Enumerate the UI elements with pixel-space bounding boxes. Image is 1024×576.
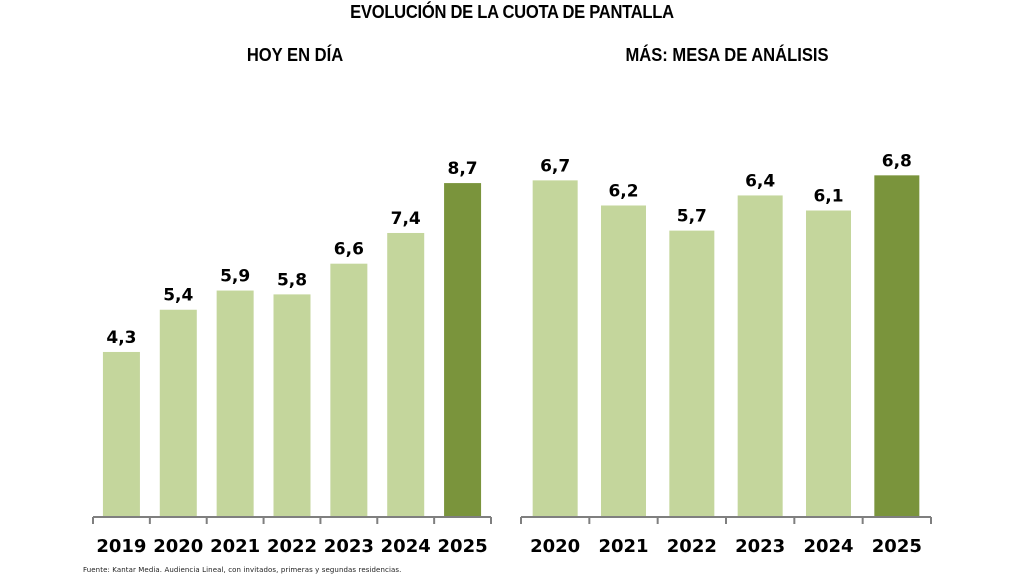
- category-label: 2024: [381, 536, 431, 557]
- bar-2020: [159, 309, 197, 517]
- bar-2023: [330, 263, 368, 517]
- bar-2025: [444, 183, 482, 518]
- bar-2022: [273, 294, 311, 517]
- value-label: 5,8: [277, 270, 307, 290]
- left-chart-title: HOY EN DÍA: [246, 45, 344, 65]
- right-chart-title: MÁS: MESA DE ANÁLISIS: [625, 45, 829, 65]
- category-label: 2019: [96, 536, 146, 557]
- bar-2021: [216, 290, 254, 517]
- value-label: 6,7: [540, 156, 570, 176]
- value-label: 6,2: [608, 181, 638, 201]
- bar-2020: [532, 180, 578, 518]
- value-label: 4,3: [106, 328, 136, 348]
- category-label: 2025: [872, 536, 922, 557]
- chart-main-title: EVOLUCIÓN DE LA CUOTA DE PANTALLA: [350, 2, 674, 22]
- value-label: 6,8: [882, 151, 912, 171]
- value-label: 5,7: [677, 207, 707, 227]
- category-label: 2025: [438, 536, 488, 557]
- category-label: 2023: [735, 536, 785, 557]
- category-label: 2022: [667, 536, 717, 557]
- category-label: 2022: [267, 536, 317, 557]
- value-label: 6,1: [813, 187, 843, 207]
- value-label: 6,4: [745, 171, 775, 191]
- category-label: 2023: [324, 536, 374, 557]
- bar-2021: [601, 205, 646, 518]
- category-label: 2021: [210, 536, 260, 557]
- value-label: 7,4: [391, 209, 421, 229]
- category-label: 2021: [598, 536, 648, 557]
- bar-2025: [874, 175, 920, 517]
- category-label: 2020: [153, 536, 203, 557]
- bar-2019: [102, 351, 140, 517]
- bar-2024: [387, 232, 425, 517]
- source-note: Fuente: Kantar Media. Audiencia Lineal, …: [83, 566, 402, 574]
- bar-2024: [806, 210, 851, 517]
- bar-2022: [669, 230, 715, 518]
- category-label: 2020: [530, 536, 580, 557]
- right-bar-chart: 6,7 2020 6,2 2021 5,7 2022 6,4 2023 6,1 2024 6,8 20…: [520, 151, 932, 557]
- value-label: 5,9: [220, 267, 250, 287]
- category-label: 2024: [803, 536, 853, 557]
- bar-2023: [737, 195, 783, 517]
- value-label: 6,6: [334, 240, 364, 260]
- left-bar-chart: 4,3 2019 5,4 2020 5,9 2021 5,8 2022 6,6 2023 7,4 20…: [92, 159, 492, 557]
- value-label: 5,4: [163, 286, 193, 306]
- value-label: 8,7: [448, 159, 478, 179]
